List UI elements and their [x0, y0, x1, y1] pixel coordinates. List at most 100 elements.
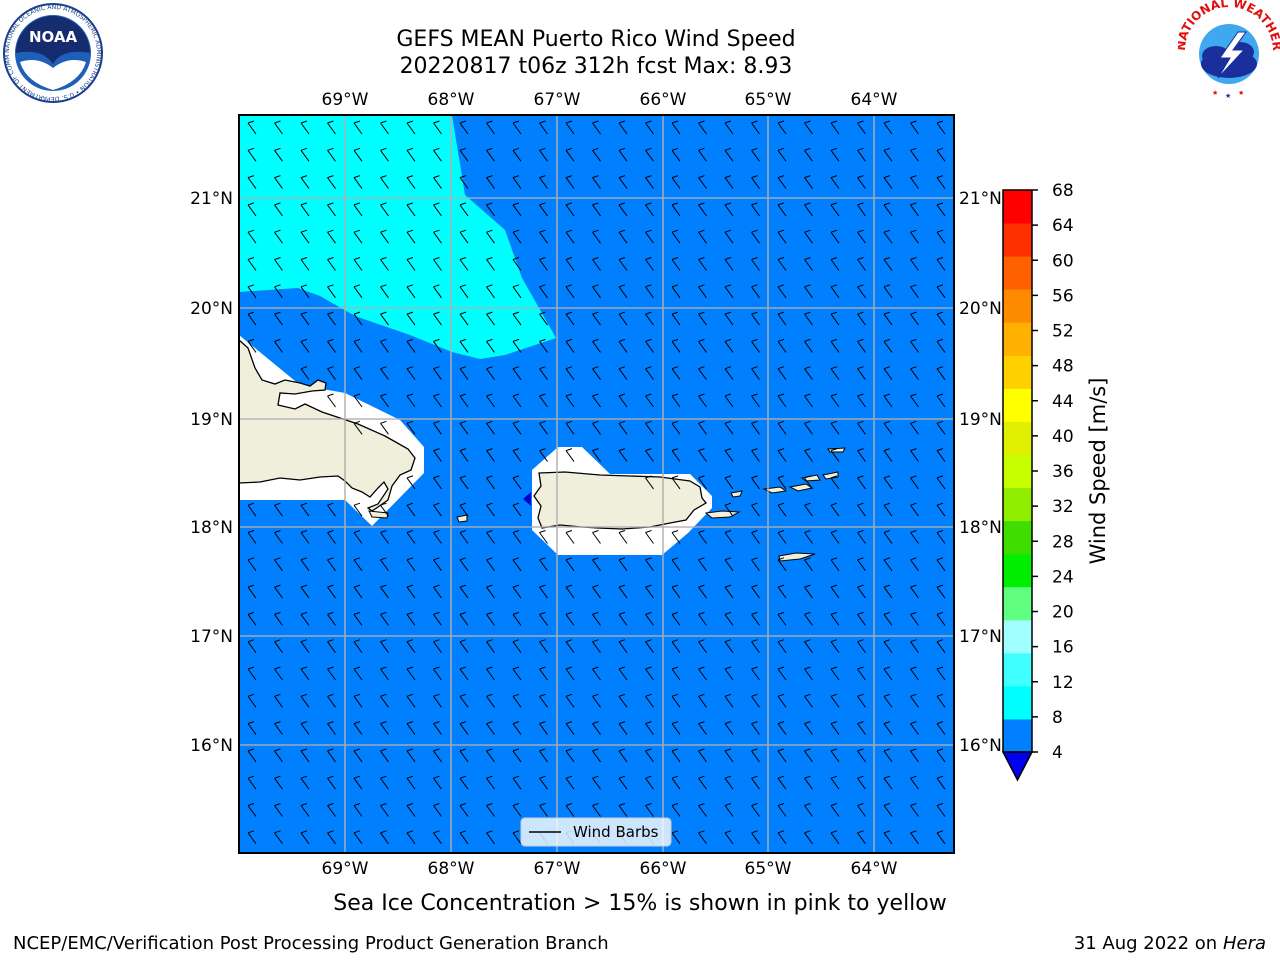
wind-barb-icon: [645, 366, 654, 380]
wind-barb-icon: [539, 775, 548, 790]
wind-barb-icon: [857, 338, 866, 353]
wind-barb-icon: [883, 693, 893, 708]
wind-barb-icon: [698, 366, 707, 380]
wind-barb-icon: [512, 229, 522, 244]
wind-barb-icon: [857, 147, 866, 162]
wind-barb-icon: [539, 639, 548, 653]
wind-barb-icon: [777, 475, 787, 490]
wind-barb-icon: [592, 366, 601, 380]
wind-barb-icon: [857, 393, 866, 408]
wind-barb-icon: [565, 639, 575, 653]
wind-barb-icon: [459, 557, 469, 572]
lon-label-bottom: 68°W: [428, 859, 475, 879]
wind-barb-icon: [486, 803, 495, 817]
wind-barb-icon: [327, 284, 336, 299]
wind-barb-icon: [645, 557, 654, 572]
wind-barb-icon: [883, 748, 893, 763]
wind-barb-icon: [883, 147, 893, 162]
wind-barb-icon: [645, 448, 654, 462]
wind-barb-icon: [274, 721, 283, 735]
wind-barb-icon: [724, 448, 734, 462]
wind-barb-icon: [300, 557, 310, 572]
wind-barb-icon: [698, 175, 707, 189]
wind-barb-icon: [751, 748, 760, 763]
wind-barb-icon: [671, 475, 681, 490]
wind-barb-icon: [274, 666, 283, 681]
wind-barb-icon: [777, 830, 787, 845]
wind-barb-icon: [459, 803, 469, 817]
wind-barb-icon: [857, 257, 866, 271]
wind-barb-icon: [300, 229, 310, 244]
wind-barb-icon: [380, 311, 389, 326]
wind-barb-icon: [433, 120, 442, 135]
wind-barb-icon: [777, 530, 787, 544]
wind-barb-icon: [459, 666, 469, 681]
wind-barb-icon: [247, 666, 257, 681]
colorbar-label: Wind Speed [m/s]: [1086, 378, 1110, 565]
wind-barb-icon: [777, 448, 787, 462]
wind-barb-icon: [883, 830, 893, 845]
wind-barb-icon: [327, 530, 336, 544]
wind-barb-icon: [459, 284, 469, 299]
wind-barb-icon: [247, 775, 257, 790]
wind-barb-icon: [274, 584, 283, 599]
wind-barb-icon: [724, 502, 734, 517]
wind-barb-icon: [300, 721, 310, 735]
wind-barb-icon: [777, 202, 787, 217]
colorbar-swatch: [1003, 718, 1032, 753]
wind-barb-icon: [539, 530, 548, 544]
wind-barb-icon: [724, 147, 734, 162]
wind-barb-icon: [698, 530, 707, 544]
wind-barb-icon: [910, 366, 919, 380]
wind-barb-icon: [936, 120, 946, 135]
wind-barb-icon: [936, 748, 946, 763]
wind-barb-icon: [380, 557, 389, 572]
wind-barb-icon: [300, 175, 310, 189]
wind-barb-icon: [565, 120, 575, 135]
wind-barb-icon: [751, 502, 760, 517]
wind-barb-icon: [698, 120, 707, 135]
wind-barb-icon: [830, 257, 840, 271]
wind-barb-icon: [433, 611, 442, 626]
wind-barb-icon: [565, 147, 575, 162]
wind-barb-icon: [936, 721, 946, 735]
wind-barb-icon: [724, 666, 734, 681]
wind-barb-icon: [804, 366, 813, 380]
wind-barb-icon: [751, 775, 760, 790]
wind-barb-icon: [883, 584, 893, 599]
wind-barb-icon: [327, 830, 336, 845]
wind-barb-icon: [512, 666, 522, 681]
wind-barb-icon: [671, 284, 681, 299]
wind-barb-icon: [936, 502, 946, 517]
wind-barb-icon: [883, 175, 893, 189]
wind-barb-icon: [353, 257, 363, 271]
wind-barb-icon: [353, 557, 363, 572]
wind-barb-icon: [804, 475, 813, 490]
wind-barb-icon: [724, 557, 734, 572]
wind-barb-icon: [830, 338, 840, 353]
wind-barb-icon: [512, 611, 522, 626]
wind-barb-icon: [804, 175, 813, 189]
wind-barb-icon: [486, 748, 495, 763]
wind-barb-icon: [830, 803, 840, 817]
wind-barb-icon: [777, 639, 787, 653]
colorbar-under-arrow: [1001, 751, 1034, 782]
colorbar-swatch: [1003, 685, 1032, 720]
credit-date: 31 Aug 2022 on: [1073, 933, 1218, 954]
wind-barb-icon: [751, 611, 760, 626]
wind-barb-icon: [327, 202, 336, 217]
wind-barb-icon: [327, 666, 336, 681]
wind-barb-icon: [936, 530, 946, 544]
wind-barb-icon: [512, 639, 522, 653]
wind-barb-icon: [698, 693, 707, 708]
wind-barb-icon: [698, 420, 707, 435]
wind-barb-icon: [247, 639, 257, 653]
wind-barb-icon: [300, 693, 310, 708]
map-gridlines: [239, 115, 954, 853]
colorbar-tick-label: 36: [1052, 462, 1074, 482]
wind-barb-icon: [433, 803, 442, 817]
wind-barb-icon: [830, 502, 840, 517]
wind-barb-icon: [698, 338, 707, 353]
wind-barb-icon: [247, 611, 257, 626]
colorbar-swatch: [1003, 553, 1032, 588]
